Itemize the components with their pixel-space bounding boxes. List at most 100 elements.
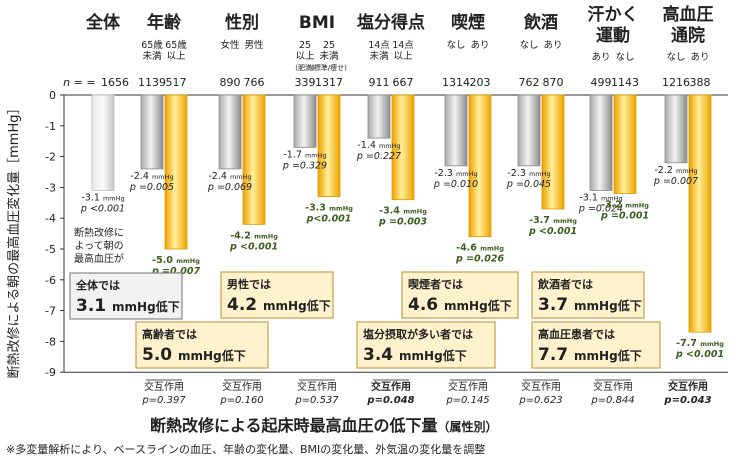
bar-low	[367, 94, 391, 139]
bar-p-label: p =0.001	[600, 211, 649, 222]
bar-low	[444, 94, 468, 167]
group-sub-label: あり	[591, 52, 610, 63]
bar-reference	[91, 94, 115, 191]
n-count: 766	[244, 76, 265, 89]
bar-p-label: p <0.001	[80, 203, 125, 214]
n-count: 1216	[662, 76, 690, 89]
note-value: 4.2 mmHg低下	[227, 295, 331, 315]
bar-low	[517, 94, 541, 167]
y-tick-label: -3	[45, 181, 56, 194]
y-axis-label: 断熱改修による朝の最高血圧変化量［mmHg］	[6, 102, 22, 379]
bar-value-label: -3.4 mmHg	[379, 206, 427, 217]
note-heading: 飲酒者では	[537, 277, 593, 291]
bar-p-label: p <0.001	[528, 226, 577, 237]
note-value: 3.4 mmHg低下	[363, 345, 467, 365]
note-box-smoker	[401, 271, 519, 319]
group-sub-label: 以上	[295, 51, 315, 62]
n-count: 499	[591, 76, 612, 89]
interaction-p: p=0.160	[219, 395, 263, 406]
interaction-p: p=0.844	[590, 395, 634, 406]
group-sub-label: 以上	[166, 51, 186, 62]
note-value: 4.6 mmHg低下	[408, 295, 512, 315]
bar-p-label: p =0.024	[578, 203, 623, 214]
note-heading: 全体では	[75, 278, 120, 292]
note-value: 3.1 mmHg低下	[76, 296, 180, 316]
bar-p-label: p <0.001	[675, 349, 724, 360]
note-box-hypertension	[531, 321, 661, 369]
group-sub-label: あり	[690, 52, 709, 63]
interaction-p: p=0.043	[663, 395, 711, 406]
bar-value-label: -2.3 mmHg	[507, 168, 550, 179]
bar-low	[589, 94, 613, 191]
bar-value-label: -1.4 mmHg	[357, 140, 400, 151]
n-count: 339	[295, 76, 316, 89]
group-name: BMI	[299, 13, 335, 33]
group-sub-label: あり	[470, 40, 489, 51]
n-count: 203	[470, 76, 491, 89]
n-count: 667	[393, 76, 414, 89]
interaction-p: p=0.397	[141, 395, 186, 406]
group-sub-label: 14点	[392, 40, 414, 51]
bar-p-label: p =0.045	[506, 179, 551, 190]
bar-p-label: p =0.069	[207, 182, 252, 193]
bar-high	[164, 94, 188, 250]
group-name: 塩分得点	[357, 12, 425, 33]
interaction-p: p=0.537	[294, 395, 339, 406]
n-count: 870	[543, 76, 564, 89]
chart-title: 断熱改修による起床時最高血圧の低下量（属性別）	[150, 416, 498, 435]
note-heading: 喫煙者では	[408, 277, 463, 291]
bar-value-label: -2.4 mmHg	[208, 171, 251, 182]
note-value: 7.7 mmHg低下	[538, 345, 642, 365]
bar-value-label: -7.7 mmHg	[676, 338, 724, 349]
bar-low	[218, 94, 242, 170]
group-sub-label: 65歳	[141, 39, 163, 51]
group-sub-label: (標準/痩せ)	[311, 63, 347, 72]
group-sub-label: (肥満)	[295, 64, 315, 72]
note-box-male	[220, 271, 334, 319]
bar-p-label: p =0.003	[378, 217, 428, 228]
bar-value-label: -2.4 mmHg	[130, 171, 173, 182]
bar-p-label: p <0.001	[229, 241, 278, 252]
group-sub-label: 25	[323, 40, 335, 51]
n-count: 1139	[138, 76, 166, 89]
group-sub-label: 25	[299, 40, 311, 51]
bar-value-label: -3.2 mmHg	[601, 200, 649, 211]
group-sub-label: あり	[543, 40, 562, 51]
y-tick-label: -1	[45, 120, 56, 133]
group-sub-label: 女性	[220, 39, 240, 51]
note-heading: 高齢者では	[142, 327, 197, 341]
group-name: 汗かく	[588, 4, 639, 25]
n-count: 517	[166, 76, 187, 89]
bar-p-label: p =0.005	[129, 182, 174, 193]
bar-p-label: p =0.007	[151, 266, 201, 277]
group-sub-label: 男性	[244, 39, 264, 51]
bar-value-label: -3.1 mmHg	[579, 192, 622, 203]
note-value: 3.7 mmHg低下	[538, 295, 642, 315]
n-count: 1656	[101, 76, 129, 89]
total-annotation: よって朝の	[74, 240, 123, 252]
bar-value-label: -4.2 mmHg	[230, 230, 278, 241]
y-tick-label: -5	[45, 243, 56, 256]
footnote: ※多変量解析により、ベースラインの血圧、年齢の変化量、BMIの変化量、外気温の変…	[6, 443, 486, 456]
interaction-label: 交互作用	[297, 380, 337, 393]
total-annotation: 断熱改修に	[74, 226, 124, 239]
total-annotation: 最高血圧が	[74, 252, 124, 265]
bar-high	[317, 94, 341, 198]
note-box-elderly	[135, 321, 269, 369]
group-name: 性別	[225, 12, 259, 33]
bar-value-label: -5.0 mmHg	[152, 255, 200, 266]
group-name: 飲酒	[523, 12, 558, 33]
note-box-drinker	[531, 271, 645, 319]
interaction-p: p=0.623	[518, 395, 562, 406]
interaction-label: 交互作用	[593, 380, 633, 393]
y-tick-label: -7	[45, 305, 56, 318]
bar-value-label: -3.3 mmHg	[305, 203, 353, 214]
interaction-label: 交互作用	[371, 380, 411, 393]
bar-value-label: -2.3 mmHg	[434, 168, 477, 179]
n-equals: =	[86, 76, 95, 89]
note-value: 5.0 mmHg低下	[142, 345, 246, 365]
bar-high	[541, 94, 565, 210]
group-name: 喫煙	[451, 13, 485, 33]
y-tick-label: -6	[45, 274, 56, 287]
bar-high	[468, 94, 492, 238]
